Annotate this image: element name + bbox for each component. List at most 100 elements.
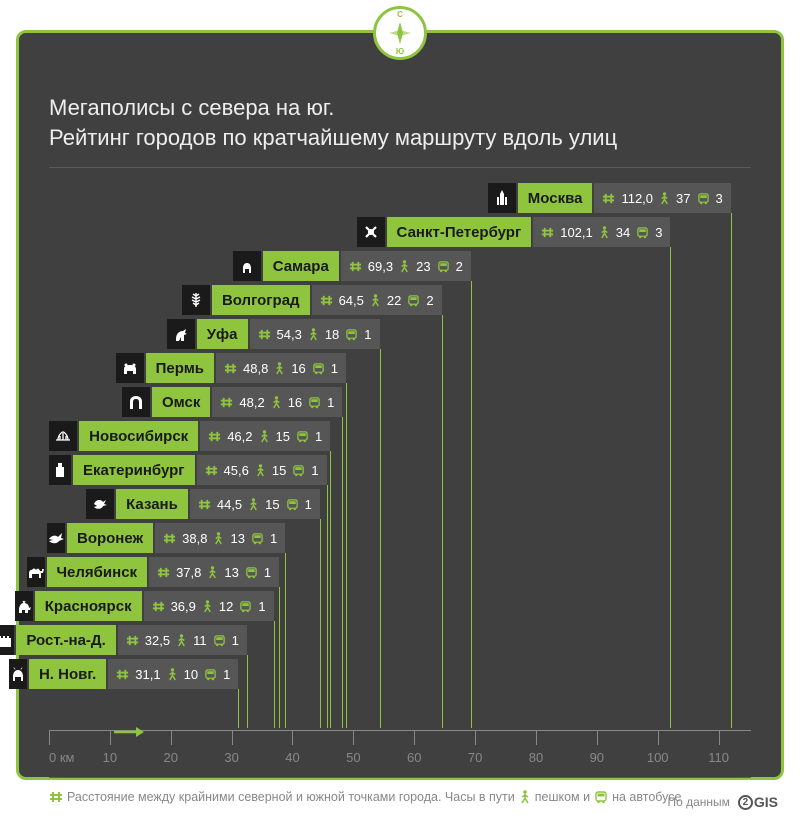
grid-drop-line	[238, 689, 239, 728]
walk-hours: 15	[276, 429, 290, 444]
city-stats: 48,2161	[212, 387, 342, 417]
walk-icon	[255, 464, 266, 477]
brand-text: GIS	[754, 794, 778, 810]
city-stats: 102,1343	[533, 217, 670, 247]
walk-hours: 23	[416, 259, 430, 274]
city-stats: 48,8161	[216, 353, 346, 383]
city-emblem-icon	[9, 659, 29, 689]
walk-icon	[248, 498, 259, 511]
bus-icon	[239, 600, 252, 613]
distance-icon	[126, 634, 139, 647]
city-row: Челябинск37,8131	[49, 557, 279, 587]
chart-area: Москва112,0373Санкт-Петербург102,1343Сам…	[49, 167, 751, 778]
walk-hours: 15	[272, 463, 286, 478]
compass-badge: С Ю	[373, 6, 427, 60]
grid-drop-line	[670, 247, 671, 728]
city-row: Новосибирск46,2151	[49, 421, 330, 451]
bus-hours: 1	[270, 531, 277, 546]
city-row: Пермь48,8161	[49, 353, 346, 383]
city-row: Волгоград64,5222	[49, 285, 442, 315]
city-emblem-icon	[488, 183, 518, 213]
bus-hours: 2	[426, 293, 433, 308]
bus-icon	[407, 294, 420, 307]
city-emblem-icon	[0, 625, 16, 655]
axis-tick-label: 110	[708, 750, 729, 765]
title-line-1: Мегаполисы с севера на юг.	[49, 93, 751, 123]
city-emblem-icon	[357, 217, 387, 247]
axis-tick-label: 100	[647, 750, 669, 765]
axis-tick	[292, 731, 293, 745]
km-value: 45,6	[224, 463, 249, 478]
city-stats: 46,2151	[200, 421, 330, 451]
distance-icon	[541, 226, 554, 239]
bus-icon	[204, 668, 217, 681]
bus-icon	[437, 260, 450, 273]
axis-baseline	[49, 730, 751, 731]
city-name-label: Новосибирск	[79, 421, 200, 451]
city-row: Рост.-на-Д.32,5111	[49, 625, 247, 655]
walk-hours: 16	[291, 361, 305, 376]
city-name-label: Пермь	[146, 353, 216, 383]
bus-hours: 1	[232, 633, 239, 648]
axis-tick	[353, 731, 354, 745]
distance-icon	[258, 328, 271, 341]
distance-icon	[49, 790, 63, 804]
walk-hours: 10	[184, 667, 198, 682]
walk-icon	[599, 226, 610, 239]
km-value: 64,5	[339, 293, 364, 308]
chart-x-axis: 0 км102030405060708090100110	[49, 727, 751, 767]
km-value: 112,0	[621, 191, 653, 206]
city-row: Самара69,3232	[49, 251, 471, 281]
axis-tick	[719, 731, 720, 745]
walk-hours: 11	[193, 633, 207, 648]
distance-icon	[224, 362, 237, 375]
axis-tick-label: 30	[224, 750, 238, 765]
grid-drop-line	[731, 213, 732, 728]
city-row: Воронеж38,8131	[49, 523, 285, 553]
grid-drop-line	[380, 349, 381, 728]
walk-icon	[207, 566, 218, 579]
km-value: 37,8	[176, 565, 201, 580]
grid-drop-line	[320, 519, 321, 728]
axis-tick-label: 0 км	[49, 750, 74, 765]
city-stats: 45,6151	[197, 455, 327, 485]
km-value: 48,8	[243, 361, 268, 376]
city-emblem-icon	[167, 319, 197, 349]
walk-hours: 37	[676, 191, 690, 206]
city-stats: 69,3232	[341, 251, 471, 281]
bus-hours: 1	[364, 327, 371, 342]
km-value: 32,5	[145, 633, 170, 648]
distance-icon	[116, 668, 129, 681]
city-name-label: Екатеринбург	[73, 455, 197, 485]
grid-drop-line	[330, 451, 331, 728]
data-source-footer: По данным 2GIS	[667, 794, 778, 810]
axis-tick-label: 10	[103, 750, 117, 765]
walk-icon	[399, 260, 410, 273]
walk-icon	[259, 430, 270, 443]
grid-drop-line	[247, 655, 248, 728]
city-stats: 64,5222	[312, 285, 442, 315]
city-row: Москва112,0373	[49, 183, 731, 213]
city-stats: 36,9121	[144, 591, 274, 621]
bus-hours: 1	[258, 599, 265, 614]
city-row: Уфа54,3181	[49, 319, 380, 349]
city-row: Казань44,5151	[49, 489, 320, 519]
distance-icon	[349, 260, 362, 273]
city-row: Екатеринбург45,6151	[49, 455, 327, 485]
city-row: Красноярск36,9121	[49, 591, 274, 621]
axis-tick-label: 70	[468, 750, 482, 765]
axis-tick-label: 60	[407, 750, 421, 765]
distance-icon	[198, 498, 211, 511]
city-stats: 32,5111	[118, 625, 247, 655]
walk-hours: 12	[219, 599, 233, 614]
walk-icon	[271, 396, 282, 409]
axis-tick	[475, 731, 476, 745]
city-stats: 38,8131	[155, 523, 285, 553]
axis-tick	[49, 731, 50, 745]
bus-icon	[345, 328, 358, 341]
distance-icon	[602, 192, 615, 205]
legend-text-1: Расстояние между крайними северной и южн…	[67, 790, 515, 804]
compass-north-label: С	[397, 10, 403, 19]
axis-tick	[658, 731, 659, 745]
axis-arrow-icon	[114, 725, 144, 739]
